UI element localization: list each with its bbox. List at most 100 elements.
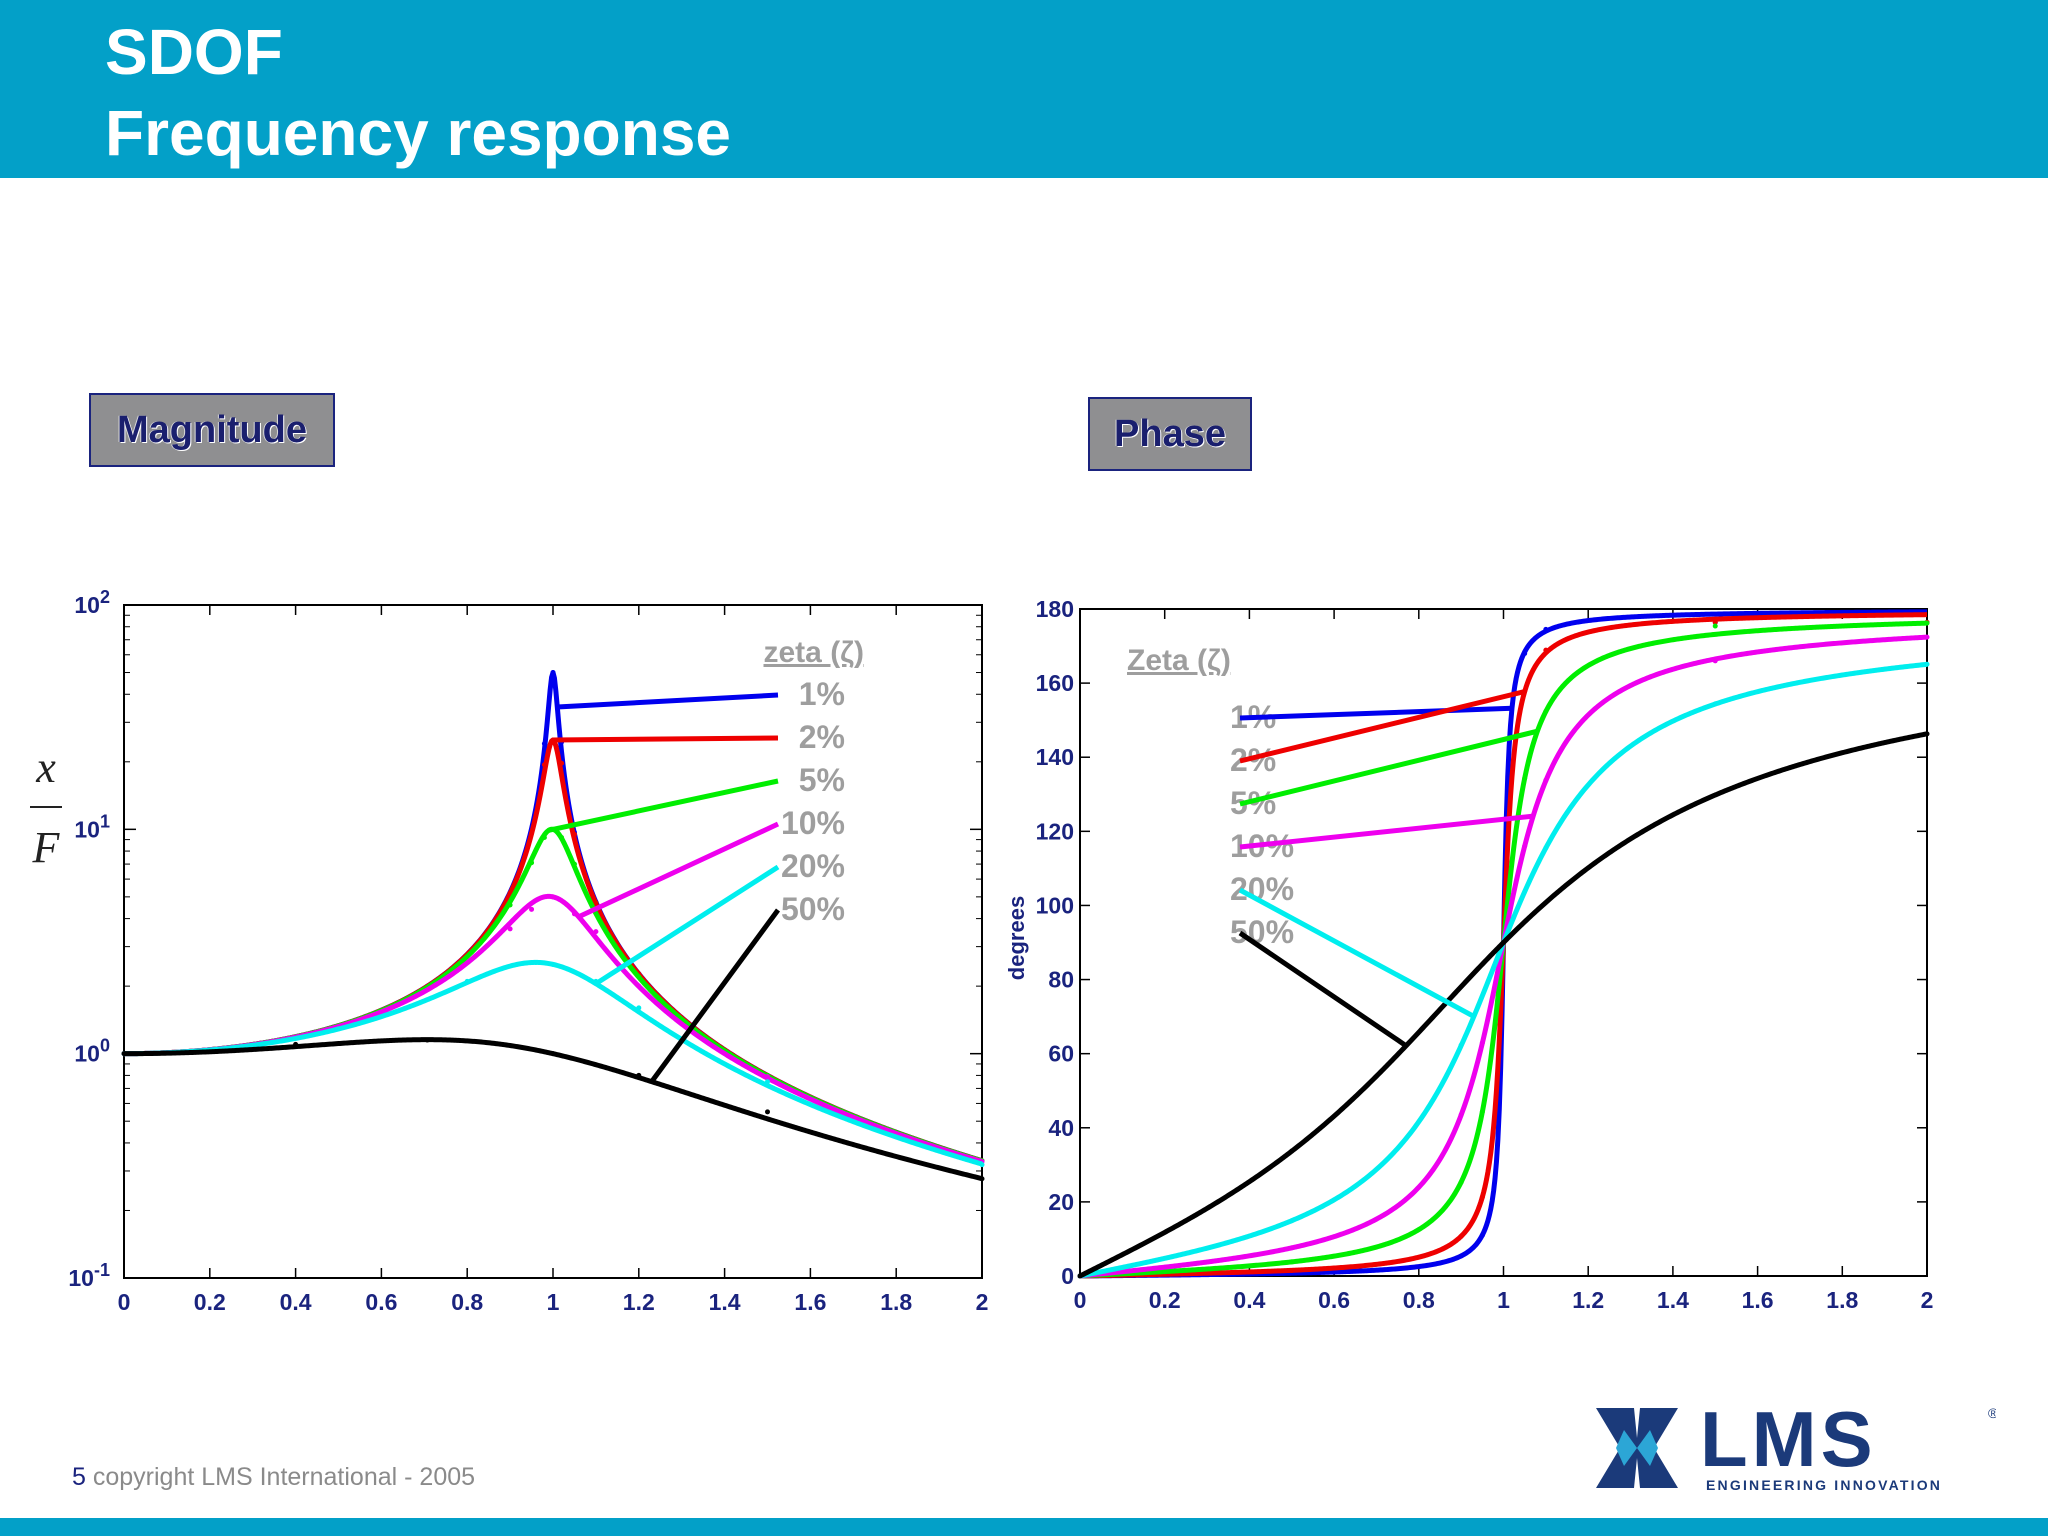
y-tick-exponent: -1 <box>94 1260 110 1280</box>
data-point <box>507 902 513 908</box>
y-axis-label: degrees <box>1004 896 1029 980</box>
legend-leader-1% <box>1239 705 1513 721</box>
data-point <box>550 894 556 900</box>
legend-leader-2% <box>1239 689 1526 764</box>
y-tick-label: 140 <box>1036 744 1074 770</box>
registered-mark: ® <box>1988 1405 1996 1421</box>
data-point <box>571 911 577 917</box>
data-point <box>1924 661 1930 667</box>
legend-leader-50% <box>1238 930 1408 1048</box>
data-point <box>336 1026 341 1032</box>
legend-leader-5% <box>1239 728 1538 807</box>
y-tick-label: 10-1 <box>68 1260 110 1291</box>
legend-leader-1% <box>557 692 779 710</box>
series-line-2% <box>122 737 984 1164</box>
y-axis-label-denominator: F <box>32 823 61 872</box>
x-tick-label: 2 <box>976 1289 989 1315</box>
x-tick-label: 0 <box>118 1289 131 1315</box>
slide-title: SDOF <box>105 16 283 88</box>
legend-leader-10% <box>577 821 780 920</box>
data-point <box>1712 792 1718 798</box>
y-tick-label: 60 <box>1048 1041 1074 1067</box>
data-point <box>550 670 556 676</box>
data-point <box>1458 1253 1464 1259</box>
x-tick-label: 2 <box>1921 1287 1934 1313</box>
data-point <box>559 760 565 766</box>
y-tick-exponent: 2 <box>100 587 110 607</box>
legend-leader-50% <box>649 908 781 1084</box>
data-point <box>636 1072 642 1078</box>
legend-label-5%: 5% <box>799 762 845 798</box>
phase-label: Phase <box>1088 397 1252 471</box>
legend-label-1%: 1% <box>799 676 845 712</box>
data-point <box>424 1037 430 1043</box>
data-point <box>636 983 642 989</box>
y-tick-label: 100 <box>74 1036 110 1067</box>
data-point <box>765 1079 770 1085</box>
x-tick-label: 1.4 <box>1657 1287 1689 1313</box>
magnitude-label: Magnitude <box>89 393 335 467</box>
series-line-50% <box>122 1037 984 1182</box>
x-tick-label: 1.8 <box>1826 1287 1858 1313</box>
data-point <box>559 834 565 840</box>
data-point <box>636 1005 642 1011</box>
data-point <box>1458 1112 1464 1118</box>
data-point <box>571 861 577 867</box>
series-line-20% <box>122 959 984 1167</box>
data-point <box>529 906 535 912</box>
data-point <box>636 974 642 980</box>
y-tick-label: 120 <box>1036 818 1074 844</box>
y-tick-label: 0 <box>1061 1263 1074 1289</box>
y-tick-label: 20 <box>1048 1189 1074 1215</box>
x-tick-label: 1 <box>1497 1287 1510 1313</box>
phase-chart: 0 0.2 0.4 0.6 0.8 1 1.2 1.4 1.6 1.8 20204060801001… <box>1004 596 1933 1313</box>
legend-leader-2% <box>552 735 779 743</box>
y-tick-label: 180 <box>1036 596 1074 622</box>
legend-leader-20% <box>1238 887 1476 1019</box>
data-point <box>1924 731 1930 737</box>
data-point <box>571 831 577 837</box>
data-point <box>1712 658 1718 664</box>
y-tick-exponent: 0 <box>100 1036 110 1056</box>
x-tick-label: 0.8 <box>1403 1287 1435 1313</box>
x-tick-label: 0.4 <box>280 1289 312 1315</box>
data-point <box>1543 708 1549 714</box>
copyright-text: copyright LMS International - 2005 <box>92 1463 476 1491</box>
logo-text: LMS <box>1700 1400 1877 1483</box>
data-point <box>765 1074 770 1080</box>
x-tick-label: 1 <box>547 1289 560 1315</box>
data-point <box>1712 619 1718 625</box>
y-tick-label: 101 <box>74 811 110 842</box>
footer-band <box>0 1518 2048 1536</box>
data-point <box>541 762 547 768</box>
data-point <box>1924 634 1930 640</box>
series-line-5% <box>122 826 984 1164</box>
logo-tagline: ENGINEERING INNOVATION <box>1706 1477 1942 1493</box>
slide-subtitle: Frequency response <box>105 97 731 169</box>
data-point <box>1479 1109 1485 1115</box>
x-tick-label: 1.4 <box>709 1289 741 1315</box>
data-point <box>1077 1273 1083 1279</box>
x-tick-label: 0.6 <box>365 1289 397 1315</box>
legend-leader-10% <box>1239 813 1534 850</box>
y-tick-base: 10 <box>74 592 100 618</box>
data-point <box>1522 775 1528 781</box>
data-point <box>529 860 535 866</box>
x-tick-label: 0.2 <box>1149 1287 1181 1313</box>
legend-title: Zeta (ζ) <box>1127 644 1231 677</box>
data-point <box>1712 623 1718 629</box>
data-point <box>121 1051 127 1057</box>
x-tick-label: 1.6 <box>1742 1287 1774 1313</box>
data-point <box>1458 1179 1464 1185</box>
data-point <box>593 900 599 906</box>
data-point <box>1289 1267 1295 1273</box>
data-point <box>1543 626 1549 632</box>
legend-label-20%: 20% <box>781 848 845 884</box>
y-tick-label: 102 <box>74 587 110 618</box>
data-point <box>1712 701 1718 707</box>
data-point <box>1458 1233 1464 1239</box>
data-point <box>1289 1245 1295 1251</box>
footer: 5 copyright LMS International - 2005 <box>72 1463 475 1492</box>
data-point <box>550 961 556 967</box>
